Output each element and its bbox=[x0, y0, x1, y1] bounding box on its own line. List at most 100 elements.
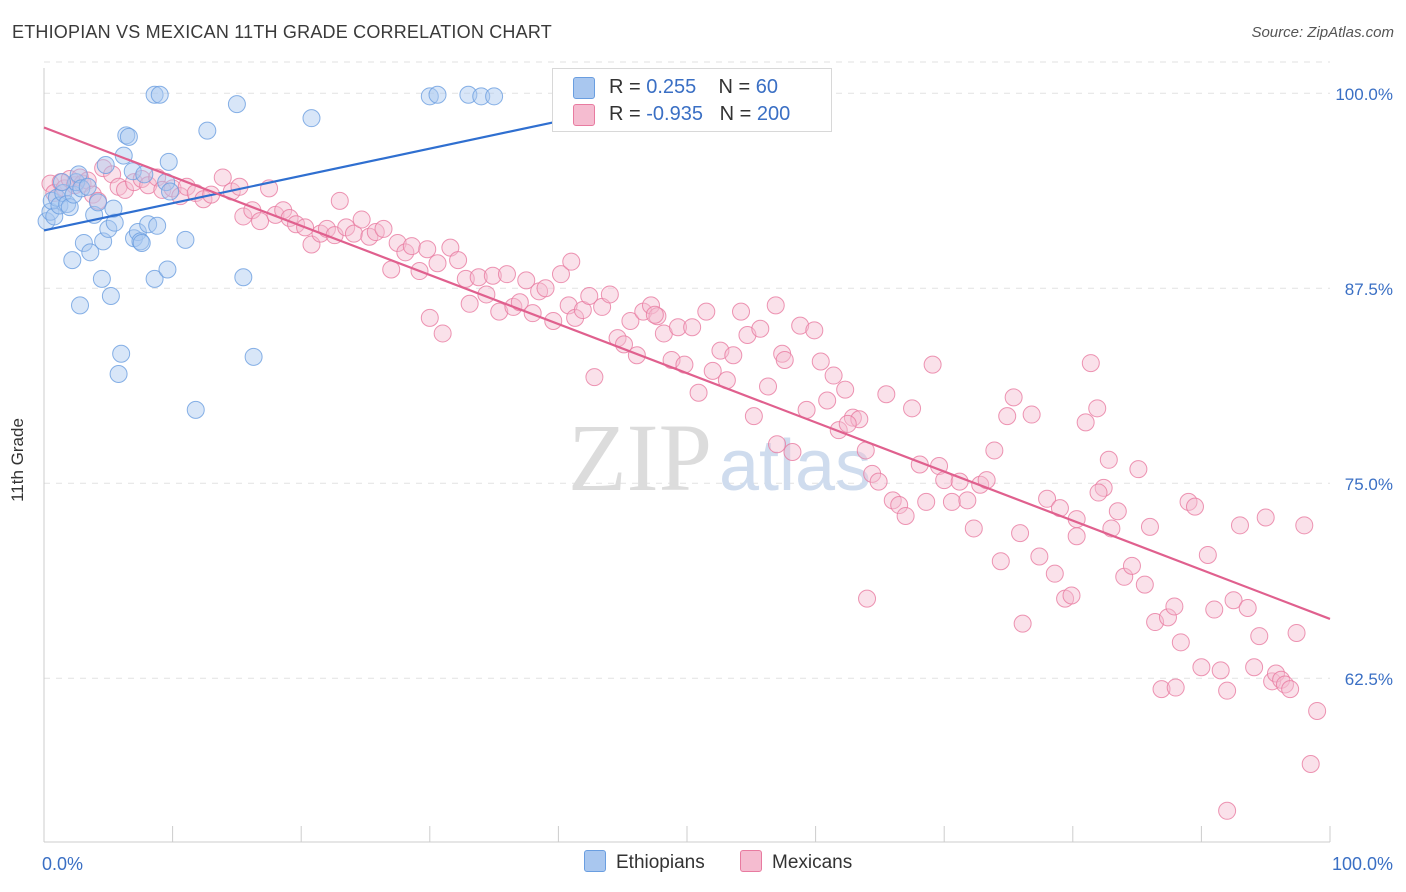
mexicans-point-84 bbox=[621, 311, 640, 330]
ethiopians-point-47 bbox=[186, 400, 205, 419]
ethiopians-point-13 bbox=[74, 233, 93, 252]
mexicans-point-100 bbox=[732, 302, 751, 321]
mexicans-point-111 bbox=[805, 321, 824, 340]
ethiopians-point-16 bbox=[81, 243, 100, 262]
mexicans-point-159 bbox=[1122, 556, 1141, 575]
mexicans-point-124 bbox=[890, 496, 909, 515]
mexicans-point-157 bbox=[1108, 502, 1127, 521]
mexicans-point-55 bbox=[420, 308, 439, 327]
ethiopians-point-58 bbox=[53, 173, 72, 192]
ethiopians-point-44 bbox=[159, 152, 178, 171]
ethiopians-point-23 bbox=[101, 287, 120, 305]
legend-item-mexicans[interactable]: Mexicans bbox=[740, 850, 852, 874]
mexicans-point-50 bbox=[388, 233, 407, 252]
mexicans-point-46 bbox=[360, 227, 379, 246]
mexicans-point-72 bbox=[536, 279, 555, 298]
stats-legend: R = 0.255 N = 60 R = -0.935 N = 200 bbox=[552, 68, 832, 132]
ethiopians-point-30 bbox=[119, 127, 138, 146]
mexicans-point-198 bbox=[1099, 450, 1118, 469]
y-tick-label-2: 75.0% bbox=[1345, 475, 1393, 494]
mexicans-point-66 bbox=[497, 265, 516, 284]
ethiopians-point-35 bbox=[132, 233, 151, 252]
legend-label-mexicans: Mexicans bbox=[772, 852, 853, 873]
mexicans-point-42 bbox=[330, 191, 349, 210]
mexicans-point-150 bbox=[1062, 586, 1081, 605]
ethiopians-point-49 bbox=[227, 95, 246, 114]
chart-title: ETHIOPIAN VS MEXICAN 11TH GRADE CORRELAT… bbox=[12, 22, 552, 42]
mexicans-point-96 bbox=[703, 361, 722, 380]
mexicans-point-31 bbox=[251, 212, 270, 231]
mexicans-point-108 bbox=[783, 443, 802, 461]
mexicans-point-26 bbox=[213, 168, 232, 187]
mexicans-point-61 bbox=[460, 294, 479, 313]
mexicans-point-187 bbox=[1295, 516, 1314, 535]
mexicans-point-160 bbox=[1129, 460, 1148, 479]
mexicans-point-95 bbox=[697, 302, 716, 321]
ethiopians-point-21 bbox=[96, 155, 115, 174]
mexicans-point-164 bbox=[1152, 680, 1171, 699]
ethiopians-point-53 bbox=[420, 87, 439, 106]
mexicans-point-74 bbox=[551, 265, 570, 284]
ethiopians-point-14 bbox=[63, 251, 82, 270]
mexicans-point-145 bbox=[1030, 547, 1049, 566]
ethiopians-point-54 bbox=[428, 85, 447, 104]
y-tick-label-3: 62.5% bbox=[1345, 670, 1393, 689]
legend-stats-mexicans: R = -0.935 N = 200 bbox=[609, 103, 791, 125]
legend-label-ethiopians: Ethiopians bbox=[616, 852, 705, 873]
ethiopians-point-55 bbox=[459, 85, 478, 104]
ethiopians-point-25 bbox=[104, 199, 123, 218]
mexicans-point-85 bbox=[627, 346, 646, 365]
ethiopians-point-56 bbox=[472, 87, 491, 106]
watermark-atlas: atlas bbox=[719, 426, 871, 506]
mexicans-point-59 bbox=[449, 251, 468, 270]
mexicans-point-151 bbox=[1067, 527, 1086, 546]
mexicans-point-87 bbox=[641, 296, 660, 315]
mexicans-point-189 bbox=[1308, 701, 1327, 720]
legend-swatch-mexicans bbox=[573, 104, 595, 126]
mexicans-point-102 bbox=[744, 407, 763, 426]
mexicans-point-69 bbox=[517, 271, 536, 290]
mexicans-point-52 bbox=[402, 237, 421, 256]
y-tick-label-1: 87.5% bbox=[1345, 280, 1393, 299]
ethiopians-point-45 bbox=[161, 182, 180, 201]
mexicans-point-190 bbox=[1218, 801, 1237, 820]
mexicans-point-79 bbox=[585, 368, 604, 387]
mexicans-point-152 bbox=[1076, 413, 1095, 432]
mexicans-point-138 bbox=[985, 441, 1004, 460]
mexicans-point-17 bbox=[139, 176, 158, 195]
mexicans-point-165 bbox=[1158, 608, 1177, 627]
mexicans-point-56 bbox=[428, 254, 447, 273]
ethiopians-point-26 bbox=[112, 344, 131, 363]
legend-swatch-mexicans-bottom bbox=[740, 850, 762, 872]
mexicans-point-99 bbox=[724, 346, 743, 365]
ethiopians-point-46 bbox=[176, 230, 195, 249]
ethiopians-point-24 bbox=[105, 213, 124, 232]
mexicans-point-139 bbox=[991, 552, 1010, 571]
mexicans-point-142 bbox=[1011, 524, 1030, 543]
ethiopians-point-7 bbox=[58, 194, 77, 213]
mexicans-point-144 bbox=[1022, 405, 1041, 424]
ethiopians-point-18 bbox=[89, 193, 108, 212]
ethiopians-point-57 bbox=[485, 87, 504, 106]
mexicans-point-116 bbox=[836, 380, 855, 399]
mexicans-point-93 bbox=[683, 318, 702, 337]
mexicans-trend-line bbox=[43, 126, 1331, 620]
mexicans-point-11 bbox=[94, 159, 113, 178]
mexicans-point-29 bbox=[234, 207, 253, 226]
legend-item-ethiopians[interactable]: Ethiopians bbox=[584, 850, 705, 874]
ethiopians-point-38 bbox=[145, 269, 164, 288]
mexicans-point-78 bbox=[580, 287, 599, 305]
mexicans-point-196 bbox=[838, 414, 857, 433]
legend-swatch-ethiopians bbox=[573, 77, 595, 99]
mexicans-point-60 bbox=[456, 269, 475, 288]
ethiopians-point-11 bbox=[69, 165, 88, 184]
ethiopians-point-3 bbox=[45, 207, 64, 226]
mexicans-point-141 bbox=[1004, 388, 1023, 407]
mexicans-point-45 bbox=[352, 210, 371, 229]
ethiopians-point-41 bbox=[150, 85, 169, 104]
mexicans-point-109 bbox=[791, 316, 810, 335]
mexicans-point-57 bbox=[433, 324, 452, 343]
mexicans-point-64 bbox=[483, 266, 502, 285]
mexicans-point-113 bbox=[818, 391, 837, 410]
mexicans-point-180 bbox=[1256, 508, 1275, 527]
